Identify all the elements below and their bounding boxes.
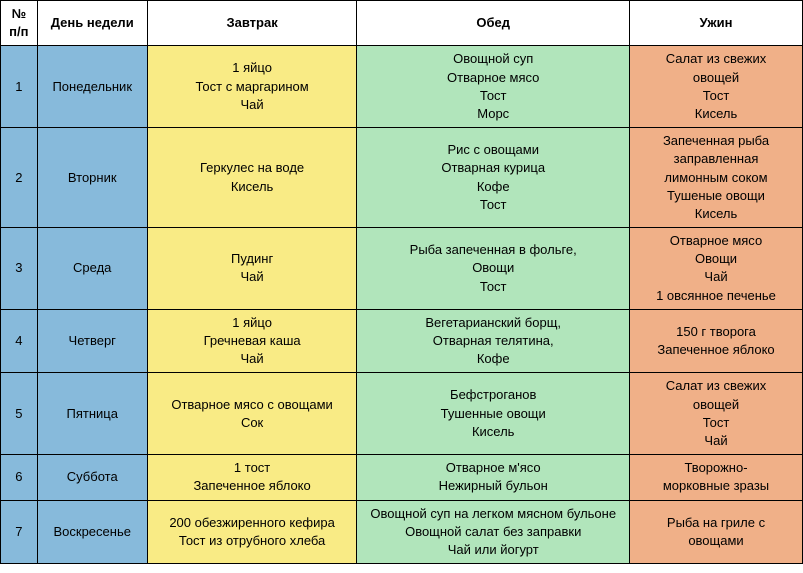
cell-dinner: 150 г творога Запеченное яблоко (630, 309, 803, 373)
cell-dinner: Творожно- морковные зразы (630, 455, 803, 500)
cell-num: 3 (1, 228, 38, 310)
cell-day: Пятница (37, 373, 147, 455)
table-row: 4 Четверг 1 яйцо Гречневая каша Чай Веге… (1, 309, 803, 373)
cell-num: 6 (1, 455, 38, 500)
cell-breakfast: Геркулес на воде Кисель (147, 128, 357, 228)
cell-lunch: Овощной суп на легком мясном бульоне Ово… (357, 500, 630, 564)
table-row: 3 Среда Пудинг Чай Рыба запеченная в фол… (1, 228, 803, 310)
table-row: 1 Понедельник 1 яйцо Тост с маргарином Ч… (1, 46, 803, 128)
meal-plan-table: № п/п День недели Завтрак Обед Ужин 1 По… (0, 0, 803, 564)
cell-num: 7 (1, 500, 38, 564)
cell-dinner: Салат из свежих овощей Тост Кисель (630, 46, 803, 128)
cell-day: Среда (37, 228, 147, 310)
header-row: № п/п День недели Завтрак Обед Ужин (1, 1, 803, 46)
cell-num: 1 (1, 46, 38, 128)
cell-breakfast: 1 яйцо Гречневая каша Чай (147, 309, 357, 373)
cell-num: 2 (1, 128, 38, 228)
cell-day: Суббота (37, 455, 147, 500)
cell-dinner: Рыба на гриле с овощами (630, 500, 803, 564)
header-breakfast: Завтрак (147, 1, 357, 46)
header-lunch: Обед (357, 1, 630, 46)
cell-dinner: Салат из свежих овощей Тост Чай (630, 373, 803, 455)
cell-dinner: Запеченная рыба заправленная лимонным со… (630, 128, 803, 228)
cell-day: Четверг (37, 309, 147, 373)
cell-breakfast: 1 яйцо Тост с маргарином Чай (147, 46, 357, 128)
table-row: 6 Суббота 1 тост Запеченное яблоко Отвар… (1, 455, 803, 500)
table-row: 7 Воскресенье 200 обезжиренного кефира Т… (1, 500, 803, 564)
cell-day: Понедельник (37, 46, 147, 128)
cell-lunch: Рыба запеченная в фольге, Овощи Тост (357, 228, 630, 310)
cell-lunch: Бефстроганов Тушенные овощи Кисель (357, 373, 630, 455)
header-dinner: Ужин (630, 1, 803, 46)
cell-breakfast: 1 тост Запеченное яблоко (147, 455, 357, 500)
cell-dinner: Отварное мясо Овощи Чай 1 овсянное печен… (630, 228, 803, 310)
cell-num: 4 (1, 309, 38, 373)
cell-day: Вторник (37, 128, 147, 228)
cell-lunch: Овощной суп Отварное мясо Тост Морс (357, 46, 630, 128)
header-num: № п/п (1, 1, 38, 46)
cell-lunch: Отварное м'ясо Нежирный бульон (357, 455, 630, 500)
table-body: 1 Понедельник 1 яйцо Тост с маргарином Ч… (1, 46, 803, 564)
cell-day: Воскресенье (37, 500, 147, 564)
cell-lunch: Рис с овощами Отварная курица Кофе Тост (357, 128, 630, 228)
header-day: День недели (37, 1, 147, 46)
table-row: 2 Вторник Геркулес на воде Кисель Рис с … (1, 128, 803, 228)
cell-num: 5 (1, 373, 38, 455)
table-row: 5 Пятница Отварное мясо с овощами Сок Бе… (1, 373, 803, 455)
cell-breakfast: Пудинг Чай (147, 228, 357, 310)
cell-breakfast: Отварное мясо с овощами Сок (147, 373, 357, 455)
table-header: № п/п День недели Завтрак Обед Ужин (1, 1, 803, 46)
cell-lunch: Вегетарианский борщ, Отварная телятина, … (357, 309, 630, 373)
cell-breakfast: 200 обезжиренного кефира Тост из отрубно… (147, 500, 357, 564)
